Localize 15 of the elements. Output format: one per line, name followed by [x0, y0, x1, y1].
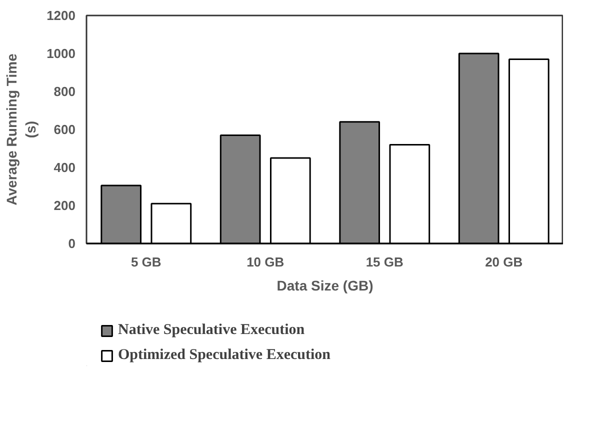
y-tick-label: 0	[68, 236, 76, 251]
y-axis-title: Average Running Time (s)	[3, 53, 39, 206]
y-tick-label: 400	[54, 160, 76, 175]
x-tick-label: 15 GB	[366, 254, 404, 270]
legend-label: Native Speculative Execution	[118, 322, 305, 339]
y-tick-label: 600	[54, 122, 76, 137]
x-tick-label: 10 GB	[246, 254, 284, 270]
y-tick-label: 1200	[46, 8, 76, 23]
legend-label: Optimized Speculative Execution	[118, 347, 330, 364]
x-tick-label: 5 GB	[130, 254, 162, 270]
y-tick-label: 200	[54, 198, 76, 213]
y-tick-label: 800	[54, 84, 76, 99]
x-tick-label: 20 GB	[485, 254, 523, 270]
x-axis-title: Data Size (GB)	[276, 278, 374, 294]
y-tick-label: 1000	[46, 46, 76, 61]
